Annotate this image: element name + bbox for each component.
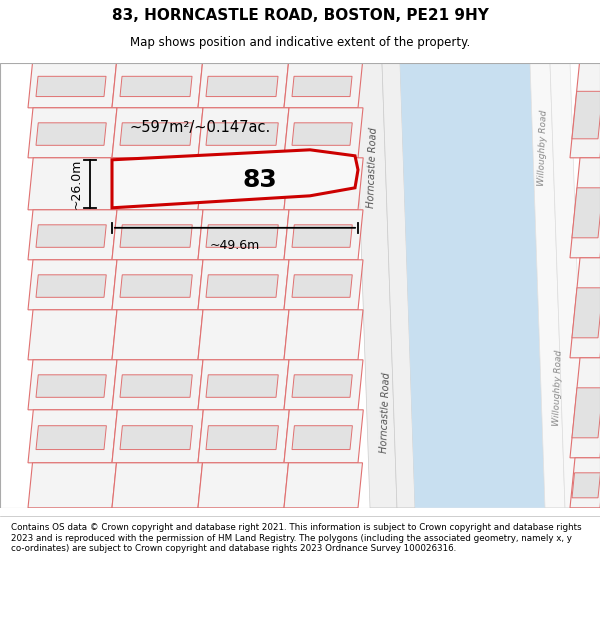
Polygon shape bbox=[120, 375, 192, 398]
Text: 83: 83 bbox=[242, 168, 277, 192]
Polygon shape bbox=[572, 188, 600, 238]
Polygon shape bbox=[572, 473, 600, 498]
Polygon shape bbox=[530, 62, 565, 508]
Polygon shape bbox=[572, 91, 600, 139]
Polygon shape bbox=[284, 360, 363, 410]
Polygon shape bbox=[572, 388, 600, 438]
Text: Willoughby Road: Willoughby Road bbox=[537, 109, 549, 186]
Polygon shape bbox=[284, 62, 362, 107]
Polygon shape bbox=[284, 210, 363, 260]
Polygon shape bbox=[284, 260, 363, 310]
Polygon shape bbox=[36, 426, 106, 449]
Polygon shape bbox=[355, 62, 397, 508]
Polygon shape bbox=[284, 107, 363, 158]
Text: ~597m²/~0.147ac.: ~597m²/~0.147ac. bbox=[130, 120, 271, 135]
Polygon shape bbox=[198, 360, 289, 410]
Polygon shape bbox=[112, 158, 203, 210]
Polygon shape bbox=[284, 462, 362, 508]
Polygon shape bbox=[28, 210, 117, 260]
Polygon shape bbox=[198, 158, 289, 210]
Polygon shape bbox=[28, 62, 116, 107]
Text: Horncastle Road: Horncastle Road bbox=[379, 372, 391, 453]
Polygon shape bbox=[198, 107, 289, 158]
Polygon shape bbox=[570, 458, 600, 508]
Polygon shape bbox=[400, 62, 545, 508]
Polygon shape bbox=[112, 260, 203, 310]
Polygon shape bbox=[28, 462, 116, 508]
Polygon shape bbox=[36, 375, 106, 398]
Polygon shape bbox=[120, 426, 193, 449]
Polygon shape bbox=[120, 225, 192, 248]
Polygon shape bbox=[112, 150, 358, 208]
Text: Willoughby Road: Willoughby Road bbox=[552, 349, 564, 426]
Polygon shape bbox=[382, 62, 415, 508]
Polygon shape bbox=[120, 122, 192, 145]
Polygon shape bbox=[112, 310, 203, 360]
Polygon shape bbox=[120, 76, 192, 96]
Text: ~26.0m: ~26.0m bbox=[70, 159, 83, 209]
Polygon shape bbox=[112, 107, 203, 158]
Polygon shape bbox=[198, 462, 289, 508]
Polygon shape bbox=[284, 310, 363, 360]
Polygon shape bbox=[292, 76, 352, 96]
Polygon shape bbox=[198, 310, 289, 360]
Polygon shape bbox=[284, 410, 364, 462]
Polygon shape bbox=[198, 210, 289, 260]
Polygon shape bbox=[28, 310, 117, 360]
Polygon shape bbox=[120, 275, 192, 298]
Polygon shape bbox=[570, 158, 600, 258]
Polygon shape bbox=[550, 62, 585, 508]
Text: Contains OS data © Crown copyright and database right 2021. This information is : Contains OS data © Crown copyright and d… bbox=[11, 523, 581, 553]
Text: ~49.6m: ~49.6m bbox=[210, 239, 260, 252]
Polygon shape bbox=[292, 375, 352, 398]
Polygon shape bbox=[206, 122, 278, 145]
Polygon shape bbox=[198, 260, 289, 310]
Polygon shape bbox=[112, 62, 203, 107]
Polygon shape bbox=[572, 288, 600, 338]
Polygon shape bbox=[0, 62, 600, 508]
Polygon shape bbox=[284, 158, 363, 210]
Polygon shape bbox=[112, 462, 203, 508]
Polygon shape bbox=[206, 375, 278, 398]
Polygon shape bbox=[206, 275, 278, 298]
Polygon shape bbox=[198, 410, 289, 462]
Polygon shape bbox=[36, 122, 106, 145]
Polygon shape bbox=[28, 107, 117, 158]
Polygon shape bbox=[570, 62, 600, 158]
Polygon shape bbox=[570, 357, 600, 457]
Polygon shape bbox=[28, 360, 117, 410]
Polygon shape bbox=[36, 225, 106, 248]
Polygon shape bbox=[570, 258, 600, 358]
Polygon shape bbox=[198, 62, 289, 107]
Text: 83, HORNCASTLE ROAD, BOSTON, PE21 9HY: 83, HORNCASTLE ROAD, BOSTON, PE21 9HY bbox=[112, 8, 488, 23]
Polygon shape bbox=[28, 260, 117, 310]
Text: Map shows position and indicative extent of the property.: Map shows position and indicative extent… bbox=[130, 36, 470, 49]
Polygon shape bbox=[36, 275, 106, 298]
Polygon shape bbox=[292, 275, 352, 298]
Text: Horncastle Road: Horncastle Road bbox=[365, 127, 379, 208]
Polygon shape bbox=[292, 225, 352, 248]
Polygon shape bbox=[36, 76, 106, 96]
Polygon shape bbox=[206, 76, 278, 96]
Polygon shape bbox=[206, 426, 278, 449]
Polygon shape bbox=[292, 426, 352, 449]
Polygon shape bbox=[206, 225, 278, 248]
Polygon shape bbox=[112, 410, 203, 462]
Polygon shape bbox=[112, 210, 203, 260]
Polygon shape bbox=[28, 410, 118, 462]
Polygon shape bbox=[112, 360, 203, 410]
Polygon shape bbox=[292, 122, 352, 145]
Polygon shape bbox=[28, 158, 117, 210]
